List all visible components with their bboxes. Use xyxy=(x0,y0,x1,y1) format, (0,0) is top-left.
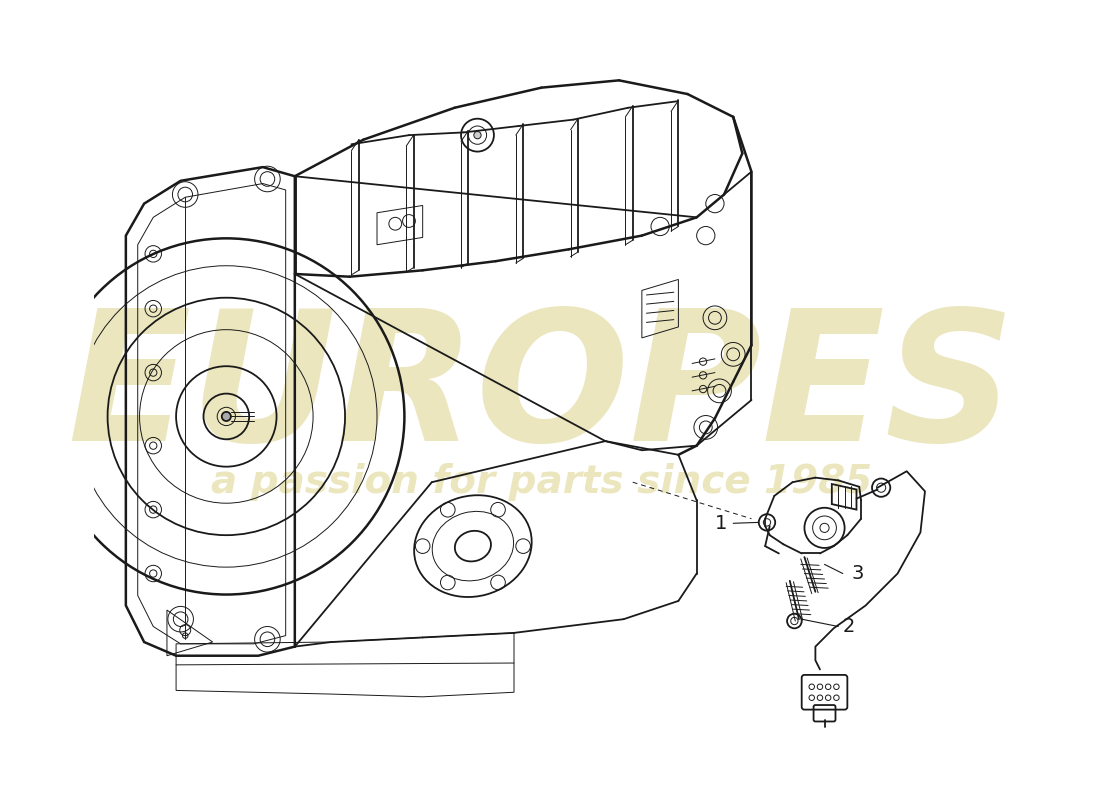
Text: a passion for parts since 1985: a passion for parts since 1985 xyxy=(211,463,872,501)
Circle shape xyxy=(474,131,481,138)
Text: 3: 3 xyxy=(851,564,865,583)
Text: EUROPES: EUROPES xyxy=(67,303,1015,479)
Circle shape xyxy=(222,412,231,421)
Text: 2: 2 xyxy=(843,617,855,636)
Text: 1: 1 xyxy=(715,514,727,533)
